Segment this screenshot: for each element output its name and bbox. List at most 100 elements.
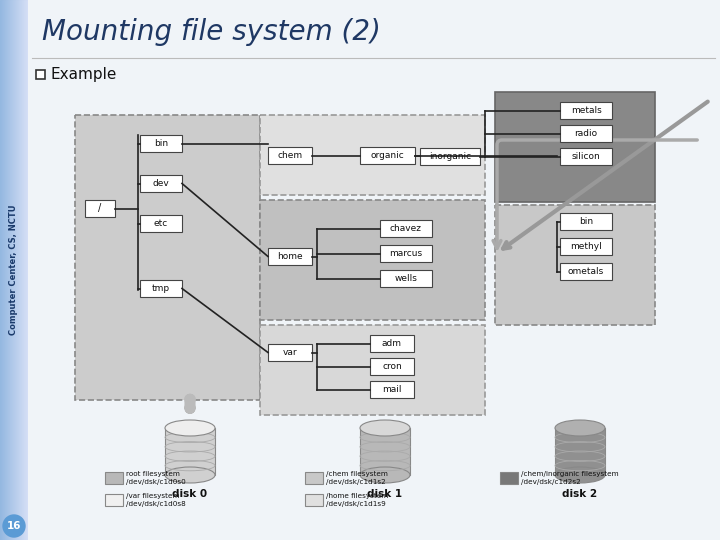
Text: /chem/inorganic filesystem
/dev/dsk/c1d2s2: /chem/inorganic filesystem /dev/dsk/c1d2… (521, 471, 618, 485)
FancyBboxPatch shape (360, 147, 415, 164)
FancyBboxPatch shape (165, 428, 215, 475)
Text: /home filesystem
/dev/dsk/c1d1s9: /home filesystem /dev/dsk/c1d1s9 (326, 493, 388, 507)
Bar (15, 0, 16, 540)
Text: ometals: ometals (568, 267, 604, 276)
FancyBboxPatch shape (560, 148, 612, 165)
Text: marcus: marcus (390, 249, 423, 258)
Bar (19, 0, 20, 540)
FancyBboxPatch shape (305, 472, 323, 484)
FancyBboxPatch shape (380, 245, 432, 262)
Bar (27, 0, 28, 540)
FancyBboxPatch shape (370, 381, 414, 398)
Bar (24, 0, 25, 540)
Text: /: / (99, 204, 102, 213)
Bar (4, 0, 5, 540)
Text: home: home (277, 252, 303, 261)
Text: etc: etc (154, 219, 168, 228)
Bar (8, 0, 9, 540)
Text: bin: bin (154, 139, 168, 148)
Text: wells: wells (395, 274, 418, 283)
FancyBboxPatch shape (380, 270, 432, 287)
Text: chavez: chavez (390, 224, 422, 233)
Ellipse shape (360, 420, 410, 436)
Text: tmp: tmp (152, 284, 170, 293)
Bar (25, 0, 26, 540)
FancyBboxPatch shape (140, 280, 182, 297)
Bar (16, 0, 17, 540)
FancyBboxPatch shape (370, 358, 414, 375)
Text: 16: 16 (6, 521, 22, 531)
Text: Example: Example (51, 68, 117, 83)
Bar (9, 0, 10, 540)
FancyBboxPatch shape (495, 205, 655, 325)
FancyBboxPatch shape (75, 115, 260, 400)
FancyBboxPatch shape (560, 263, 612, 280)
Ellipse shape (555, 467, 605, 483)
Text: organic: organic (371, 151, 405, 160)
FancyBboxPatch shape (555, 428, 605, 475)
Text: metals: metals (571, 106, 601, 115)
Bar (1, 0, 2, 540)
Bar (23, 0, 24, 540)
Bar (11, 0, 12, 540)
FancyBboxPatch shape (560, 238, 612, 255)
Text: dev: dev (153, 179, 169, 188)
Bar (10, 0, 11, 540)
FancyBboxPatch shape (360, 428, 410, 475)
Bar (17, 0, 18, 540)
FancyBboxPatch shape (495, 92, 655, 202)
FancyBboxPatch shape (500, 472, 518, 484)
Text: radio: radio (575, 129, 598, 138)
Bar (6, 0, 7, 540)
Bar (20, 0, 21, 540)
Text: cron: cron (382, 362, 402, 371)
Bar (12, 0, 13, 540)
Text: disk 2: disk 2 (562, 489, 598, 499)
Text: root filesystem
/dev/dsk/c1d0s0: root filesystem /dev/dsk/c1d0s0 (126, 471, 186, 485)
Bar (18, 0, 19, 540)
Bar (0, 0, 1, 540)
Bar (5, 0, 6, 540)
FancyBboxPatch shape (560, 213, 612, 230)
Text: /chem filesystem
/dev/dsk/c1d1s2: /chem filesystem /dev/dsk/c1d1s2 (326, 471, 388, 485)
Bar (2, 0, 3, 540)
Text: mail: mail (382, 385, 402, 394)
Text: Mounting file system (2): Mounting file system (2) (42, 18, 381, 46)
FancyBboxPatch shape (305, 494, 323, 506)
FancyBboxPatch shape (140, 175, 182, 192)
Text: disk 0: disk 0 (172, 489, 207, 499)
FancyBboxPatch shape (380, 220, 432, 237)
Ellipse shape (165, 467, 215, 483)
Ellipse shape (555, 420, 605, 436)
FancyBboxPatch shape (268, 147, 312, 164)
FancyBboxPatch shape (370, 335, 414, 352)
Bar (22, 0, 23, 540)
Bar (26, 0, 27, 540)
Bar (14, 0, 15, 540)
Bar (3, 0, 4, 540)
Circle shape (3, 515, 25, 537)
FancyBboxPatch shape (560, 102, 612, 119)
FancyBboxPatch shape (268, 248, 312, 265)
Bar (21, 0, 22, 540)
Bar (13, 0, 14, 540)
FancyBboxPatch shape (140, 135, 182, 152)
Text: bin: bin (579, 217, 593, 226)
FancyBboxPatch shape (560, 125, 612, 142)
Ellipse shape (165, 420, 215, 436)
FancyBboxPatch shape (268, 344, 312, 361)
Bar (7, 0, 8, 540)
Text: inorganic: inorganic (429, 152, 471, 161)
Text: methyl: methyl (570, 242, 602, 251)
FancyBboxPatch shape (260, 325, 485, 415)
Text: adm: adm (382, 339, 402, 348)
Text: var: var (283, 348, 297, 357)
FancyBboxPatch shape (28, 0, 720, 540)
Text: silicon: silicon (572, 152, 600, 161)
FancyBboxPatch shape (140, 215, 182, 232)
Text: chem: chem (277, 151, 302, 160)
Text: Computer Center, CS, NCTU: Computer Center, CS, NCTU (9, 205, 19, 335)
Text: disk 1: disk 1 (367, 489, 402, 499)
FancyBboxPatch shape (105, 494, 123, 506)
FancyBboxPatch shape (420, 148, 480, 165)
